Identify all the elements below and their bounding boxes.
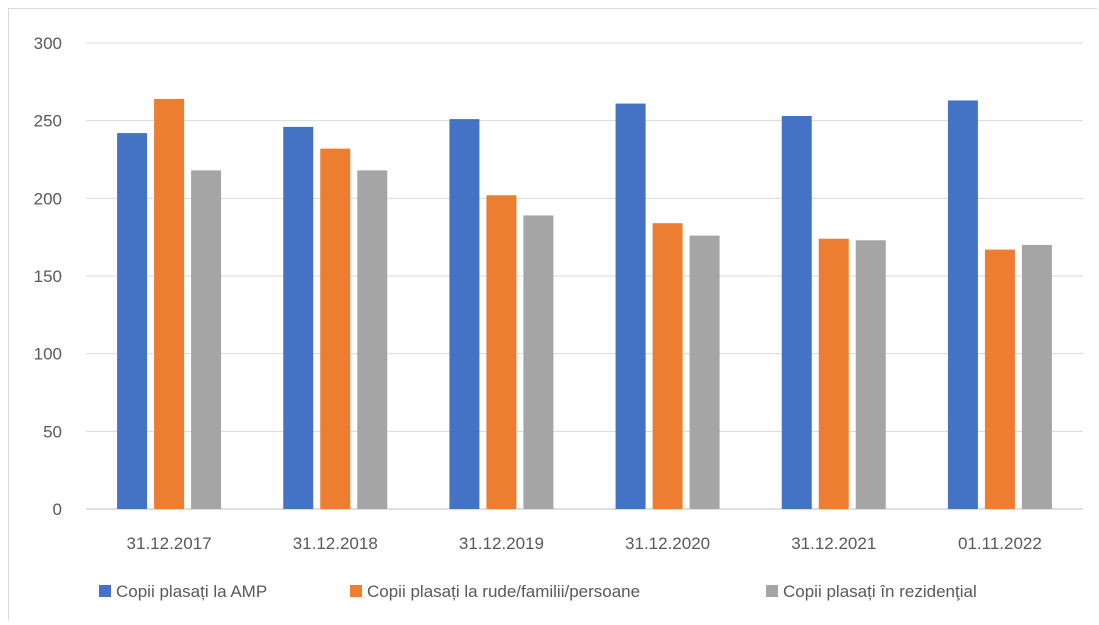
legend-item: Copii plasați la rude/familii/persoane bbox=[350, 582, 640, 601]
legend-label: Copii plasați la AMP bbox=[116, 582, 267, 601]
bar bbox=[357, 170, 388, 509]
bar bbox=[818, 238, 849, 509]
y-tick-label: 200 bbox=[34, 189, 62, 208]
y-tick-label: 100 bbox=[34, 345, 62, 364]
bar bbox=[320, 148, 351, 510]
x-tick-label: 31.12.2017 bbox=[127, 534, 212, 553]
legend-label: Copii plasați la rude/familii/persoane bbox=[367, 582, 640, 601]
y-tick-label: 150 bbox=[34, 267, 62, 286]
legend-label: Copii plasați în rezidenţial bbox=[783, 582, 977, 601]
bar bbox=[449, 119, 480, 509]
bar bbox=[984, 249, 1015, 510]
legend: Copii plasați la AMP Copii plasați la rud… bbox=[99, 582, 977, 601]
x-tick-label: 31.12.2020 bbox=[625, 534, 710, 553]
bar bbox=[191, 170, 222, 509]
x-tick-label: 31.12.2019 bbox=[459, 534, 544, 553]
x-axis-ticks: 31.12.2017 31.12.2018 31.12.2019 31.12.2020… bbox=[127, 534, 1042, 553]
x-tick-label: 31.12.2021 bbox=[791, 534, 876, 553]
y-tick-label: 250 bbox=[34, 112, 62, 131]
bar bbox=[154, 98, 185, 510]
bar bbox=[947, 100, 978, 510]
bar bbox=[781, 116, 812, 510]
bar bbox=[117, 133, 148, 510]
legend-item: Copii plasați în rezidenţial bbox=[766, 582, 977, 601]
bars bbox=[117, 98, 1052, 510]
chart-frame bbox=[8, 8, 1097, 620]
gridlines bbox=[86, 42, 1083, 510]
y-tick-label: 300 bbox=[34, 34, 62, 53]
bar bbox=[486, 195, 517, 509]
x-tick-label: 01.11.2022 bbox=[958, 534, 1042, 553]
y-tick-label: 50 bbox=[43, 422, 62, 441]
legend-item: Copii plasați la AMP bbox=[99, 582, 267, 601]
bar bbox=[689, 235, 720, 509]
x-tick-label: 31.12.2018 bbox=[293, 534, 378, 553]
bar bbox=[615, 103, 646, 509]
legend-swatch bbox=[350, 585, 362, 597]
bar bbox=[855, 240, 886, 510]
legend-swatch bbox=[99, 585, 111, 597]
bar bbox=[652, 223, 683, 510]
y-axis-ticks: 0 50 100 150 200 250 300 bbox=[34, 34, 62, 519]
bar bbox=[1021, 244, 1052, 509]
bar bbox=[523, 215, 554, 510]
y-tick-label: 0 bbox=[53, 500, 62, 519]
bar bbox=[283, 126, 314, 509]
legend-swatch bbox=[766, 585, 778, 597]
